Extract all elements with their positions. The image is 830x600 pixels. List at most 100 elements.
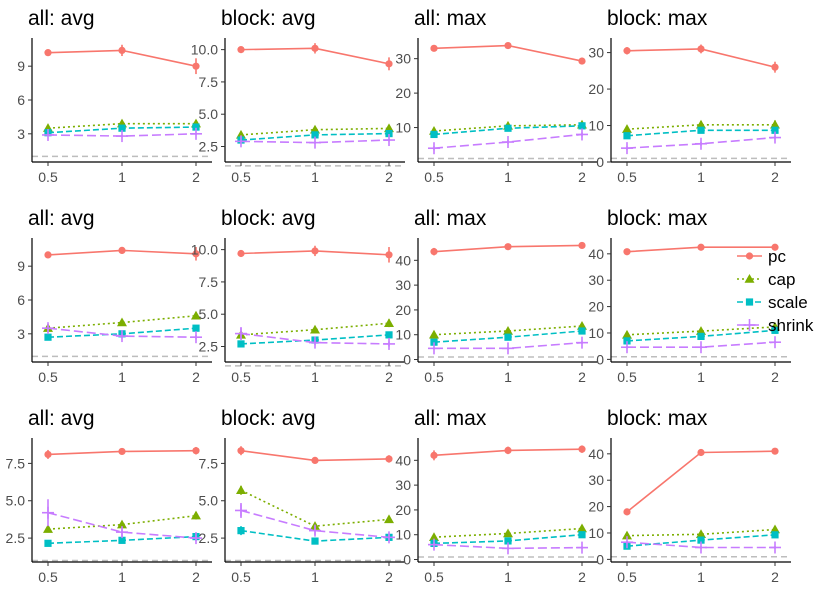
x-tick-label: 1	[118, 369, 126, 385]
panel-title: all: max	[414, 207, 487, 230]
point-scale	[430, 338, 438, 346]
y-tick-label: 0	[596, 154, 604, 170]
y-tick-label: 20	[588, 499, 604, 515]
legend-label: shrink	[768, 316, 814, 335]
point-cap	[770, 119, 780, 129]
point-shrink	[502, 542, 514, 555]
y-tick-label: 30	[588, 272, 604, 288]
series-pc	[430, 241, 586, 256]
y-tick-label: 3	[17, 326, 25, 342]
y-tick-label: 40	[588, 446, 604, 462]
series-pc	[237, 446, 393, 465]
point-shrink	[769, 336, 781, 349]
point-scale	[192, 324, 200, 332]
y-tick-label: 2.5	[199, 139, 219, 155]
point-scale	[697, 126, 705, 134]
y-tick-label: 2.5	[6, 530, 26, 546]
point-cap	[191, 510, 201, 520]
point-pc	[578, 57, 586, 65]
y-tick-label: 0	[403, 352, 411, 368]
panel-title: all: avg	[28, 207, 95, 230]
x-tick-label: 1	[697, 369, 705, 385]
series-cap	[236, 485, 394, 530]
x-tick-label: 1	[697, 569, 705, 585]
series-pc	[44, 246, 200, 261]
series-shrink	[428, 538, 588, 555]
point-pc	[385, 455, 393, 463]
y-tick-label: 20	[395, 85, 411, 101]
panel-title: block: avg	[221, 7, 316, 30]
point-scale	[578, 122, 586, 130]
point-pc	[44, 251, 52, 259]
point-shrink	[309, 336, 321, 349]
point-shrink	[769, 541, 781, 554]
point-shrink	[383, 134, 395, 147]
series-shrink	[235, 134, 395, 149]
point-shrink	[190, 532, 202, 545]
series-line-shrink	[626, 136, 776, 149]
panel-title: block: max	[607, 7, 708, 30]
x-tick-label: 2	[578, 169, 586, 185]
point-scale	[430, 130, 438, 139]
panel-8: block: max 0 10 20 30 40 0.5 1 2	[588, 207, 791, 385]
point-scale	[771, 531, 779, 539]
panel-title: all: max	[414, 407, 487, 430]
y-tick-label: 20	[588, 299, 604, 315]
legend-item-shrink: shrink	[737, 316, 814, 335]
point-pc	[237, 249, 245, 258]
point-cap	[117, 317, 127, 327]
point-pc	[623, 508, 631, 516]
x-tick-label: 1	[504, 569, 512, 585]
x-tick-label: 0.5	[424, 569, 444, 585]
y-tick-label: 2.5	[199, 339, 219, 355]
point-shrink	[116, 330, 128, 343]
x-tick-label: 2	[771, 169, 779, 185]
point-pc	[578, 241, 586, 250]
point-pc	[311, 456, 319, 465]
point-pc	[771, 447, 779, 455]
legend-key-marker	[745, 252, 754, 260]
point-cap	[622, 329, 632, 339]
point-shrink	[576, 541, 588, 554]
series-line-shrink	[433, 543, 583, 550]
point-pc	[118, 46, 126, 55]
series-line-shrink	[626, 541, 775, 549]
point-pc	[697, 448, 705, 457]
point-scale	[504, 333, 512, 341]
x-tick-label: 1	[311, 169, 319, 185]
x-tick-label: 0.5	[617, 569, 637, 585]
point-cap	[236, 129, 246, 139]
series-scale	[623, 126, 779, 140]
point-pc	[771, 63, 779, 71]
x-tick-label: 2	[385, 569, 393, 585]
series-pc	[623, 447, 779, 516]
point-scale	[578, 531, 586, 539]
x-tick-label: 2	[192, 169, 200, 185]
point-pc	[623, 248, 631, 256]
point-shrink	[695, 341, 707, 354]
y-tick-label: 10	[588, 325, 604, 341]
series-pc	[623, 243, 779, 256]
y-tick-label: 30	[588, 472, 604, 488]
series-line-pc	[626, 450, 776, 513]
y-tick-label: 5.0	[199, 493, 219, 509]
point-pc	[385, 251, 393, 259]
y-tick-label: 10.0	[191, 242, 218, 258]
point-cap	[577, 523, 587, 533]
legend-key-marker	[745, 298, 754, 306]
point-scale	[237, 527, 245, 535]
point-pc	[44, 49, 52, 57]
point-shrink	[309, 524, 321, 537]
point-shrink	[428, 342, 440, 355]
point-shrink	[235, 327, 247, 340]
point-cap	[117, 519, 127, 529]
point-cap	[696, 119, 706, 129]
panel-title: block: max	[607, 207, 708, 230]
point-shrink	[621, 536, 633, 549]
point-scale	[623, 132, 631, 140]
point-scale	[311, 131, 319, 139]
series-pc	[430, 445, 586, 461]
point-shrink	[428, 538, 440, 551]
legend-key-marker	[744, 274, 755, 283]
point-pc	[504, 243, 512, 251]
